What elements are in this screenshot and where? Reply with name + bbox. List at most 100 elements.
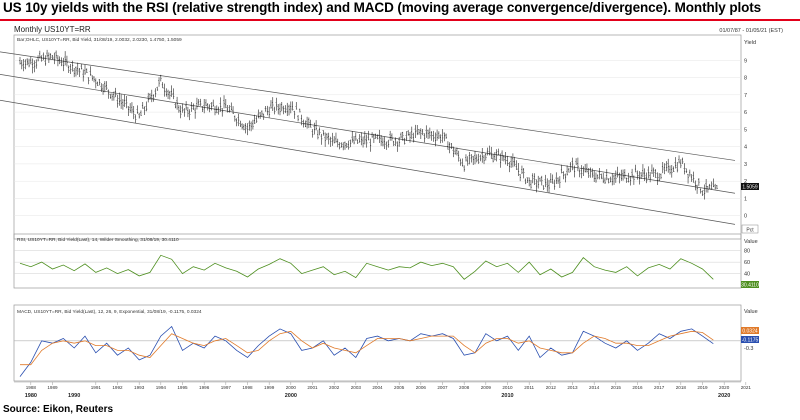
ohlc-bar bbox=[587, 167, 590, 178]
ohlc-bar bbox=[616, 166, 619, 178]
ohlc-bar bbox=[499, 153, 502, 168]
ohlc-bar bbox=[103, 81, 106, 93]
ohlc-bar bbox=[463, 165, 466, 172]
ohlc-bar bbox=[347, 140, 350, 150]
ohlc-bar bbox=[596, 174, 599, 180]
ohlc-bar bbox=[273, 106, 276, 115]
ohlc-bar bbox=[98, 79, 101, 86]
ohlc-bar bbox=[201, 106, 204, 113]
macd-last-value: -0.1175 bbox=[742, 338, 759, 344]
ohlc-bar bbox=[345, 143, 348, 148]
ohlc-bar bbox=[37, 55, 39, 62]
ohlc-bar bbox=[703, 184, 706, 200]
macd-legend: MACD, US10YT=RR, Bid Yield(Last), 12, 26… bbox=[17, 309, 202, 315]
ohlc-bar bbox=[580, 165, 583, 179]
rsi-y-tick: 40 bbox=[744, 272, 750, 278]
ohlc-bar bbox=[392, 140, 395, 147]
x-tick-label: 2015 bbox=[611, 385, 622, 390]
ohlc-bar bbox=[575, 158, 578, 165]
x-decade-label: 1990 bbox=[68, 393, 80, 399]
ohlc-bar bbox=[688, 169, 691, 177]
ohlc-bar bbox=[185, 101, 188, 111]
ohlc-bar bbox=[55, 50, 58, 59]
ohlc-bar bbox=[107, 89, 110, 99]
ohlc-bar bbox=[58, 56, 61, 65]
ohlc-bar bbox=[306, 116, 308, 129]
ohlc-bar bbox=[412, 132, 415, 143]
ohlc-bar bbox=[120, 94, 123, 109]
ohlc-bar bbox=[143, 106, 146, 115]
ohlc-bar bbox=[91, 75, 94, 81]
ohlc-bar bbox=[356, 139, 359, 144]
ohlc-bar bbox=[188, 109, 191, 121]
x-tick-label: 1995 bbox=[177, 385, 188, 390]
ohlc-bar bbox=[20, 60, 23, 70]
x-tick-label: 1996 bbox=[199, 385, 210, 390]
ohlc-bar bbox=[187, 106, 189, 118]
x-tick-label: 2002 bbox=[329, 385, 340, 390]
ohlc-bar bbox=[456, 147, 458, 156]
ohlc-bar bbox=[394, 137, 397, 146]
ohlc-bar bbox=[367, 130, 370, 141]
x-tick-label: 2006 bbox=[416, 385, 427, 390]
ohlc-bar bbox=[486, 147, 489, 156]
signal-last-value: 0.0324 bbox=[742, 329, 758, 335]
ohlc-bar bbox=[318, 127, 321, 136]
ohlc-bar bbox=[439, 134, 442, 144]
ohlc-bar bbox=[226, 104, 229, 113]
ohlc-bar bbox=[492, 154, 494, 163]
x-tick-label: 2005 bbox=[394, 385, 405, 390]
x-tick-label: 1999 bbox=[264, 385, 275, 390]
ohlc-bar bbox=[123, 94, 126, 107]
ohlc-bar bbox=[586, 163, 588, 173]
ohlc-bar bbox=[62, 57, 65, 72]
ohlc-bar bbox=[145, 101, 148, 112]
ohlc-bar bbox=[172, 88, 175, 100]
ohlc-bar bbox=[19, 56, 21, 65]
ohlc-bar bbox=[620, 169, 623, 181]
ohlc-bar bbox=[607, 178, 610, 184]
ohlc-bar bbox=[437, 131, 440, 139]
ohlc-bar bbox=[26, 58, 29, 66]
ohlc-bar bbox=[161, 82, 164, 89]
ohlc-bar bbox=[656, 172, 659, 186]
ohlc-bar bbox=[598, 167, 601, 180]
ohlc-bar bbox=[658, 173, 661, 182]
ohlc-bar bbox=[259, 112, 262, 119]
macd-y-tick: -0.3 bbox=[744, 346, 753, 352]
x-decade-label: 2000 bbox=[285, 393, 297, 399]
ohlc-bar bbox=[636, 170, 639, 180]
ohlc-bar bbox=[122, 99, 124, 110]
x-tick-label: 2010 bbox=[502, 385, 513, 390]
ohlc-bar bbox=[441, 129, 444, 143]
ohlc-bar bbox=[253, 114, 256, 125]
ohlc-bar bbox=[365, 134, 368, 148]
rsi-y-tick: 60 bbox=[744, 260, 750, 266]
ohlc-bar bbox=[320, 133, 323, 145]
ohlc-bar bbox=[293, 110, 296, 119]
ohlc-bar bbox=[530, 180, 532, 189]
ohlc-bar bbox=[203, 99, 206, 114]
ohlc-bar bbox=[112, 91, 115, 101]
ohlc-bar bbox=[297, 114, 299, 122]
price-date-range: 01/07/87 - 01/05/21 (EST) bbox=[719, 28, 783, 34]
ohlc-bar bbox=[326, 133, 328, 140]
trend-channel bbox=[0, 51, 736, 225]
ohlc-bar bbox=[69, 64, 72, 75]
ohlc-bar bbox=[410, 126, 413, 140]
ohlc-bar bbox=[217, 106, 220, 115]
macd-yaxis-label: Value bbox=[744, 309, 758, 315]
x-tick-label: 1997 bbox=[221, 385, 232, 390]
ohlc-bar bbox=[329, 136, 332, 147]
ohlc-bar bbox=[230, 102, 233, 111]
ohlc-bar bbox=[363, 131, 366, 145]
ohlc-bar bbox=[660, 173, 662, 180]
ohlc-bar bbox=[40, 55, 43, 62]
x-tick-label: 2009 bbox=[481, 385, 492, 390]
ohlc-bar bbox=[573, 165, 576, 178]
ohlc-bar bbox=[418, 129, 420, 135]
price-ohlc-bars bbox=[19, 49, 718, 200]
ohlc-bar bbox=[685, 168, 688, 174]
ohlc-bar bbox=[432, 130, 435, 142]
ohlc-bar bbox=[205, 99, 207, 107]
